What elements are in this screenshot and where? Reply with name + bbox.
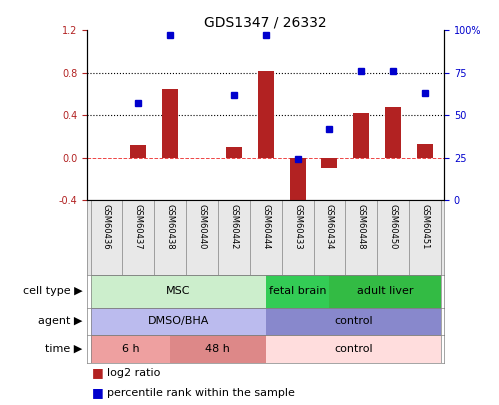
Text: GSM60434: GSM60434 <box>325 204 334 249</box>
Bar <box>130 145 146 158</box>
Text: GSM60436: GSM60436 <box>102 204 111 249</box>
Bar <box>265 308 441 335</box>
Bar <box>90 308 266 335</box>
Text: cell type ▶: cell type ▶ <box>23 286 82 296</box>
Bar <box>162 89 178 158</box>
Text: GSM60433: GSM60433 <box>293 204 302 249</box>
Text: log2 ratio: log2 ratio <box>107 368 161 378</box>
Bar <box>385 107 401 158</box>
Text: DMSO/BHA: DMSO/BHA <box>147 316 209 326</box>
Text: control: control <box>334 344 373 354</box>
Text: agent ▶: agent ▶ <box>38 316 82 326</box>
Text: GSM60444: GSM60444 <box>261 204 270 249</box>
Text: MSC: MSC <box>166 286 190 296</box>
Text: time ▶: time ▶ <box>45 344 82 354</box>
Text: adult liver: adult liver <box>357 286 414 296</box>
Text: 6 h: 6 h <box>122 344 139 354</box>
Bar <box>289 158 305 213</box>
Text: GSM60450: GSM60450 <box>389 204 398 249</box>
Text: 48 h: 48 h <box>206 344 231 354</box>
Text: ■: ■ <box>92 366 104 379</box>
Bar <box>90 335 170 362</box>
Title: GDS1347 / 26332: GDS1347 / 26332 <box>205 15 327 29</box>
Text: fetal brain: fetal brain <box>269 286 326 296</box>
Bar <box>258 70 273 158</box>
Text: GSM60437: GSM60437 <box>134 204 143 249</box>
Text: GSM60440: GSM60440 <box>198 204 207 249</box>
Bar <box>170 335 265 362</box>
Bar <box>417 144 433 158</box>
Text: GSM60438: GSM60438 <box>166 204 175 249</box>
Bar <box>265 335 441 362</box>
Text: GSM60451: GSM60451 <box>421 204 430 249</box>
Text: GSM60448: GSM60448 <box>357 204 366 249</box>
Bar <box>321 158 337 168</box>
Text: ■: ■ <box>92 386 104 399</box>
Text: control: control <box>334 316 373 326</box>
Bar <box>265 275 329 308</box>
Bar <box>353 113 369 158</box>
Bar <box>226 147 242 158</box>
Text: GSM60442: GSM60442 <box>230 204 239 249</box>
Bar <box>90 275 266 308</box>
Text: percentile rank within the sample: percentile rank within the sample <box>107 388 295 398</box>
Bar <box>329 275 441 308</box>
